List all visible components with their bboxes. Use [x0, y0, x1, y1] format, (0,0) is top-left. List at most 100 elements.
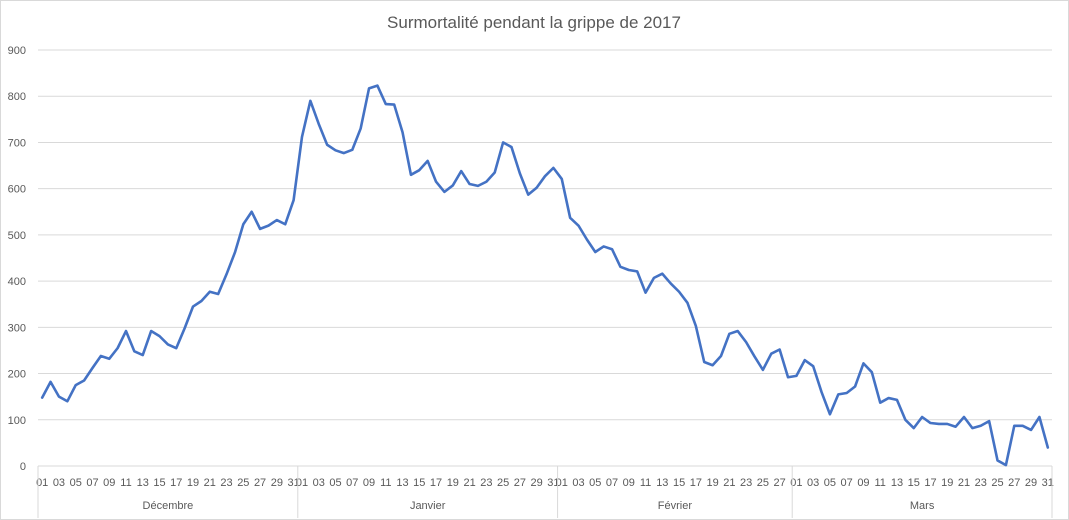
data-point	[988, 420, 990, 422]
x-tick-label: 11	[380, 477, 391, 489]
data-point	[845, 392, 847, 394]
x-axis-month-labels: Décembre Janvier Février Mars	[143, 500, 935, 512]
data-point	[83, 379, 85, 381]
data-point	[435, 181, 437, 183]
y-tick-label: 200	[8, 369, 26, 381]
data-point	[100, 355, 102, 357]
data-point	[192, 305, 194, 307]
x-tick-label: 05	[824, 477, 836, 489]
data-point	[594, 251, 596, 253]
data-point	[75, 384, 77, 386]
data-point	[309, 100, 311, 102]
data-point	[91, 367, 93, 369]
data-point	[552, 167, 554, 169]
data-point	[267, 224, 269, 226]
data-point	[1013, 425, 1015, 427]
data-point	[929, 422, 931, 424]
data-point	[644, 291, 646, 293]
y-tick-label: 100	[8, 415, 26, 427]
y-tick-label: 500	[8, 230, 26, 242]
data-point	[678, 291, 680, 293]
x-tick-label: 27	[254, 477, 266, 489]
data-point	[116, 347, 118, 349]
x-tick-label: 13	[137, 477, 149, 489]
x-tick-label: 19	[706, 477, 718, 489]
x-tick-label: 27	[514, 477, 526, 489]
data-point	[896, 399, 898, 401]
data-point	[586, 238, 588, 240]
data-point	[334, 149, 336, 151]
x-tick-label: 07	[841, 477, 853, 489]
month-label: Février	[658, 500, 693, 512]
x-tick-label: 13	[396, 477, 408, 489]
y-tick-label: 300	[8, 322, 26, 334]
x-tick-label: 11	[874, 477, 885, 489]
data-point	[234, 251, 236, 253]
data-point	[368, 87, 370, 89]
chart-title: Surmortalité pendant la grippe de 2017	[387, 13, 681, 32]
data-point	[602, 245, 604, 247]
y-tick-label: 800	[8, 91, 26, 103]
data-point	[49, 381, 51, 383]
data-point	[301, 136, 303, 138]
x-tick-label: 21	[204, 477, 216, 489]
x-tick-label: 03	[572, 477, 584, 489]
data-point	[569, 217, 571, 219]
x-tick-label: 05	[329, 477, 341, 489]
x-tick-label: 19	[447, 477, 459, 489]
data-point	[636, 270, 638, 272]
x-tick-label: 31	[547, 477, 559, 489]
data-point	[452, 184, 454, 186]
data-point	[921, 416, 923, 418]
data-point	[544, 175, 546, 177]
data-point	[971, 427, 973, 429]
data-point	[720, 355, 722, 357]
x-tick-label: 23	[220, 477, 232, 489]
data-point	[494, 171, 496, 173]
x-tick-label: 19	[941, 477, 953, 489]
data-point	[963, 416, 965, 418]
data-point	[1047, 446, 1049, 448]
x-tick-label: 25	[237, 477, 249, 489]
x-tick-label: 17	[924, 477, 936, 489]
gridlines	[38, 49, 1052, 421]
y-tick-label: 700	[8, 137, 26, 149]
data-point	[351, 149, 353, 151]
data-point	[158, 335, 160, 337]
data-point	[1038, 416, 1040, 418]
data-point	[485, 181, 487, 183]
x-tick-label: 05	[589, 477, 601, 489]
x-tick-label: 17	[430, 477, 442, 489]
data-point	[628, 269, 630, 271]
x-tick-label: 31	[1042, 477, 1054, 489]
x-tick-label: 01	[556, 477, 568, 489]
data-point	[385, 103, 387, 105]
data-point	[292, 199, 294, 201]
data-point	[401, 131, 403, 133]
data-point	[326, 144, 328, 146]
data-point	[259, 228, 261, 230]
data-point	[611, 248, 613, 250]
x-tick-label: 25	[757, 477, 769, 489]
x-tick-label: 21	[958, 477, 970, 489]
data-point	[837, 393, 839, 395]
x-axis	[37, 465, 1053, 518]
data-point	[879, 401, 881, 403]
data-point	[510, 146, 512, 148]
y-tick-label: 600	[8, 184, 26, 196]
data-point	[737, 330, 739, 332]
data-point	[376, 84, 378, 86]
data-point	[460, 170, 462, 172]
x-tick-label: 29	[1025, 477, 1037, 489]
data-point	[150, 330, 152, 332]
data-point	[619, 266, 621, 268]
x-tick-label: 21	[723, 477, 735, 489]
x-tick-label: 29	[530, 477, 542, 489]
x-tick-label: 01	[36, 477, 48, 489]
data-point	[535, 187, 537, 189]
data-point	[686, 302, 688, 304]
data-point	[58, 395, 60, 397]
data-point	[477, 185, 479, 187]
